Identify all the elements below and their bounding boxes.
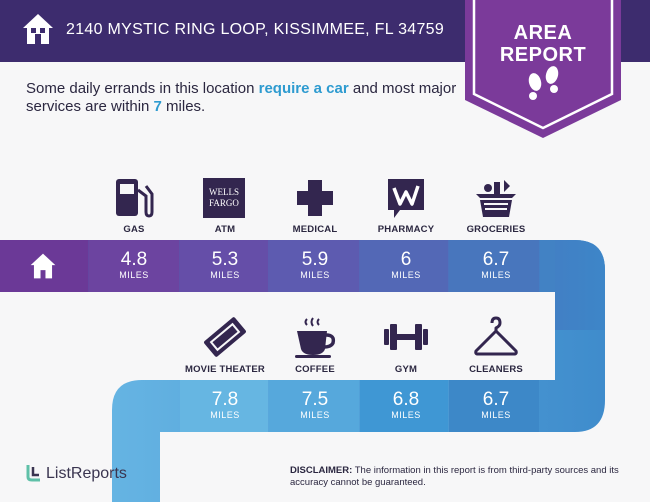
label-gas: GAS — [123, 224, 145, 235]
label-groceries: GROCERIES — [466, 224, 526, 235]
distance-atm: 5.3 MILES — [210, 249, 240, 281]
listreports-logo[interactable]: ListReports — [46, 465, 127, 482]
coffee-cup-icon — [295, 317, 336, 358]
dumbbell-icon — [384, 324, 428, 350]
label-gym: GYM — [394, 364, 418, 375]
badge-title: AREA REPORT — [499, 22, 587, 66]
hanger-icon — [474, 316, 518, 356]
intro-text: Some daily errands in this location requ… — [26, 80, 457, 115]
distance-gas: 4.8 MILES — [119, 249, 149, 281]
label-medical: MEDICAL — [292, 224, 338, 235]
distance-groceries: 6.7 MILES — [481, 249, 511, 281]
wells-fargo-logo: WELLS FARGO — [203, 178, 245, 218]
area-report-badge — [465, 0, 621, 138]
movie-ticket-icon — [204, 317, 246, 357]
label-atm: ATM — [214, 224, 236, 235]
distance-medical: 5.9 MILES — [300, 249, 330, 281]
label-cleaners: CLEANERS — [469, 364, 523, 375]
label-pharmacy: PHARMACY — [377, 224, 435, 235]
label-coffee: COFFEE — [295, 364, 335, 375]
footprints-icon — [528, 66, 559, 100]
intro-highlight-car: require a car — [258, 80, 349, 97]
listreports-logo-icon — [26, 465, 40, 482]
distance-cleaners: 6.7 MILES — [481, 389, 511, 421]
disclaimer: DISCLAIMER: The information in this repo… — [290, 465, 619, 488]
home-band-icon — [30, 253, 56, 279]
medical-cross-icon — [297, 180, 333, 216]
distance-movie-theater: 7.8 MILES — [210, 389, 240, 421]
distance-coffee: 7.5 MILES — [300, 389, 330, 421]
intro-highlight-miles: 7 — [153, 98, 162, 115]
gas-pump-icon — [116, 179, 154, 218]
home-icon — [23, 14, 53, 44]
property-address: 2140 MYSTIC RING LOOP, KISSIMMEE, FL 347… — [66, 21, 445, 38]
distance-pharmacy: 6 MILES — [391, 249, 421, 281]
walgreens-logo — [388, 179, 424, 218]
grocery-basket-icon — [476, 180, 516, 217]
label-movie-theater: MOVIE THEATER — [184, 364, 265, 375]
distance-gym: 6.8 MILES — [391, 389, 421, 421]
